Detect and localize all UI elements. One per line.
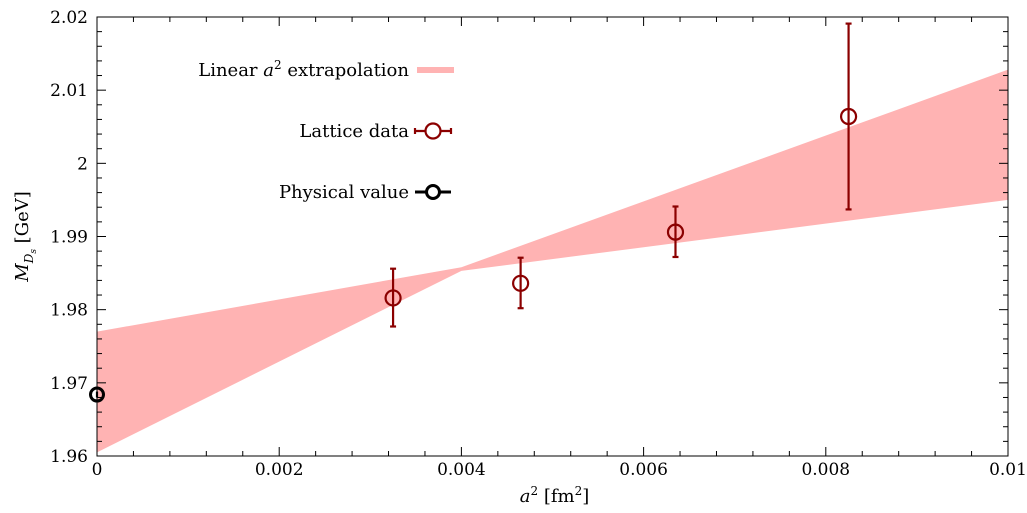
x-tick-label: 0 [92, 460, 103, 480]
y-tick-label: 2 [77, 154, 88, 174]
y-tick-label: 1.96 [50, 447, 88, 467]
x-tick-label: 0.004 [437, 460, 486, 480]
axis-labels: 0 0.002 0.004 0.006 0.008 0.01 1.96 1.97 1.98 1.9… [12, 8, 1027, 507]
y-tick-label: 1.99 [50, 228, 88, 248]
legend-label-physical: Physical value [279, 182, 409, 203]
y-axis-label: MDs [GeV] [12, 191, 39, 282]
x-tick-label: 0.01 [989, 460, 1027, 480]
y-tick-label: 1.98 [50, 301, 88, 321]
physical-value-point [89, 386, 105, 403]
extrapolation-band-layer [97, 69, 1008, 453]
lattice-data-point [512, 274, 530, 292]
legend-label-extrapolation: Linear a2 extrapolation [198, 58, 409, 81]
legend-label-lattice: Lattice data [299, 121, 409, 142]
legend: Linear a2 extrapolation Lattice data Physi… [198, 58, 454, 203]
lattice-data-point [666, 223, 685, 241]
x-tick-label: 0.006 [619, 460, 668, 480]
legend-marker-lattice [424, 122, 442, 140]
data-layer [89, 22, 858, 403]
x-tick-label: 0.002 [255, 460, 304, 480]
x-axis-label: a2 [fm2] [520, 484, 590, 507]
y-tick-label: 2.02 [50, 8, 88, 28]
x-tick-label: 0.008 [801, 460, 850, 480]
y-tick-label: 1.97 [50, 374, 88, 394]
lattice-data-point [839, 107, 858, 126]
legend-marker-physical [425, 184, 441, 200]
legend-swatch-band [417, 67, 454, 73]
axes-layer [96, 16, 1009, 457]
lattice-data-point [384, 289, 402, 307]
extrapolation-band [97, 69, 1008, 453]
y-tick-label: 2.01 [50, 81, 88, 101]
